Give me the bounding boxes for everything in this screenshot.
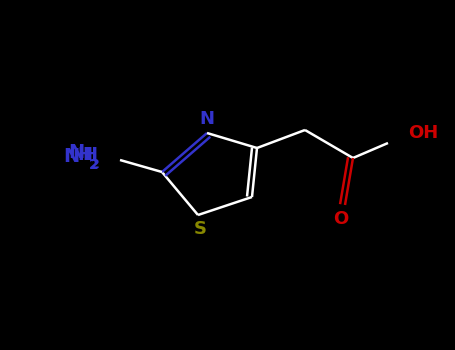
Text: S: S: [193, 220, 207, 238]
Text: N: N: [68, 144, 84, 162]
Text: H: H: [82, 146, 97, 164]
Text: 2: 2: [91, 158, 99, 170]
Text: N: N: [63, 147, 79, 166]
Text: H: H: [77, 146, 92, 164]
Text: O: O: [334, 210, 349, 228]
Text: OH: OH: [408, 124, 438, 142]
Text: N: N: [199, 110, 214, 128]
Text: 2: 2: [89, 158, 99, 172]
